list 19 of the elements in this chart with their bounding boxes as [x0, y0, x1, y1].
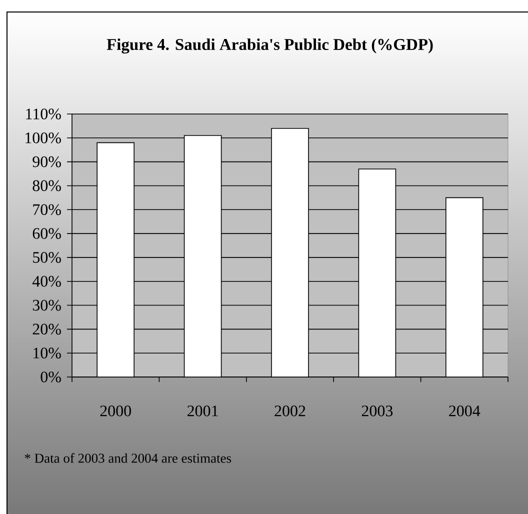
text: * Data of 2003 and 2004 are estimates [24, 453, 232, 463]
chart-title: Figure 4. Saudi Arabia's Public Debt (%GDP) [106, 38, 433, 54]
y-tick-label: 70% [33, 204, 61, 216]
y-tick-label: 60% [32, 228, 61, 239]
y-tick-label: 0% [40, 372, 61, 382]
x-tick-label: 2003 [362, 406, 393, 416]
y-tick-label: 20% [32, 324, 61, 335]
y-tick-label: 80% [32, 180, 61, 192]
x-tick-label: 2002 [274, 406, 306, 416]
y-tick-label: 100% [26, 132, 61, 144]
y-tick-label: 50% [33, 252, 61, 263]
y-tick-label: 30% [32, 300, 61, 311]
y-tick-label: 10% [34, 348, 61, 359]
x-tick-label: 2001 [188, 406, 218, 416]
x-tick-label: 2004 [449, 406, 480, 416]
y-tick-label: 90% [32, 156, 61, 168]
y-tick-label: 110% [26, 108, 61, 120]
x-tick-label: 2000 [100, 406, 131, 416]
y-tick-label: 40% [32, 276, 61, 287]
